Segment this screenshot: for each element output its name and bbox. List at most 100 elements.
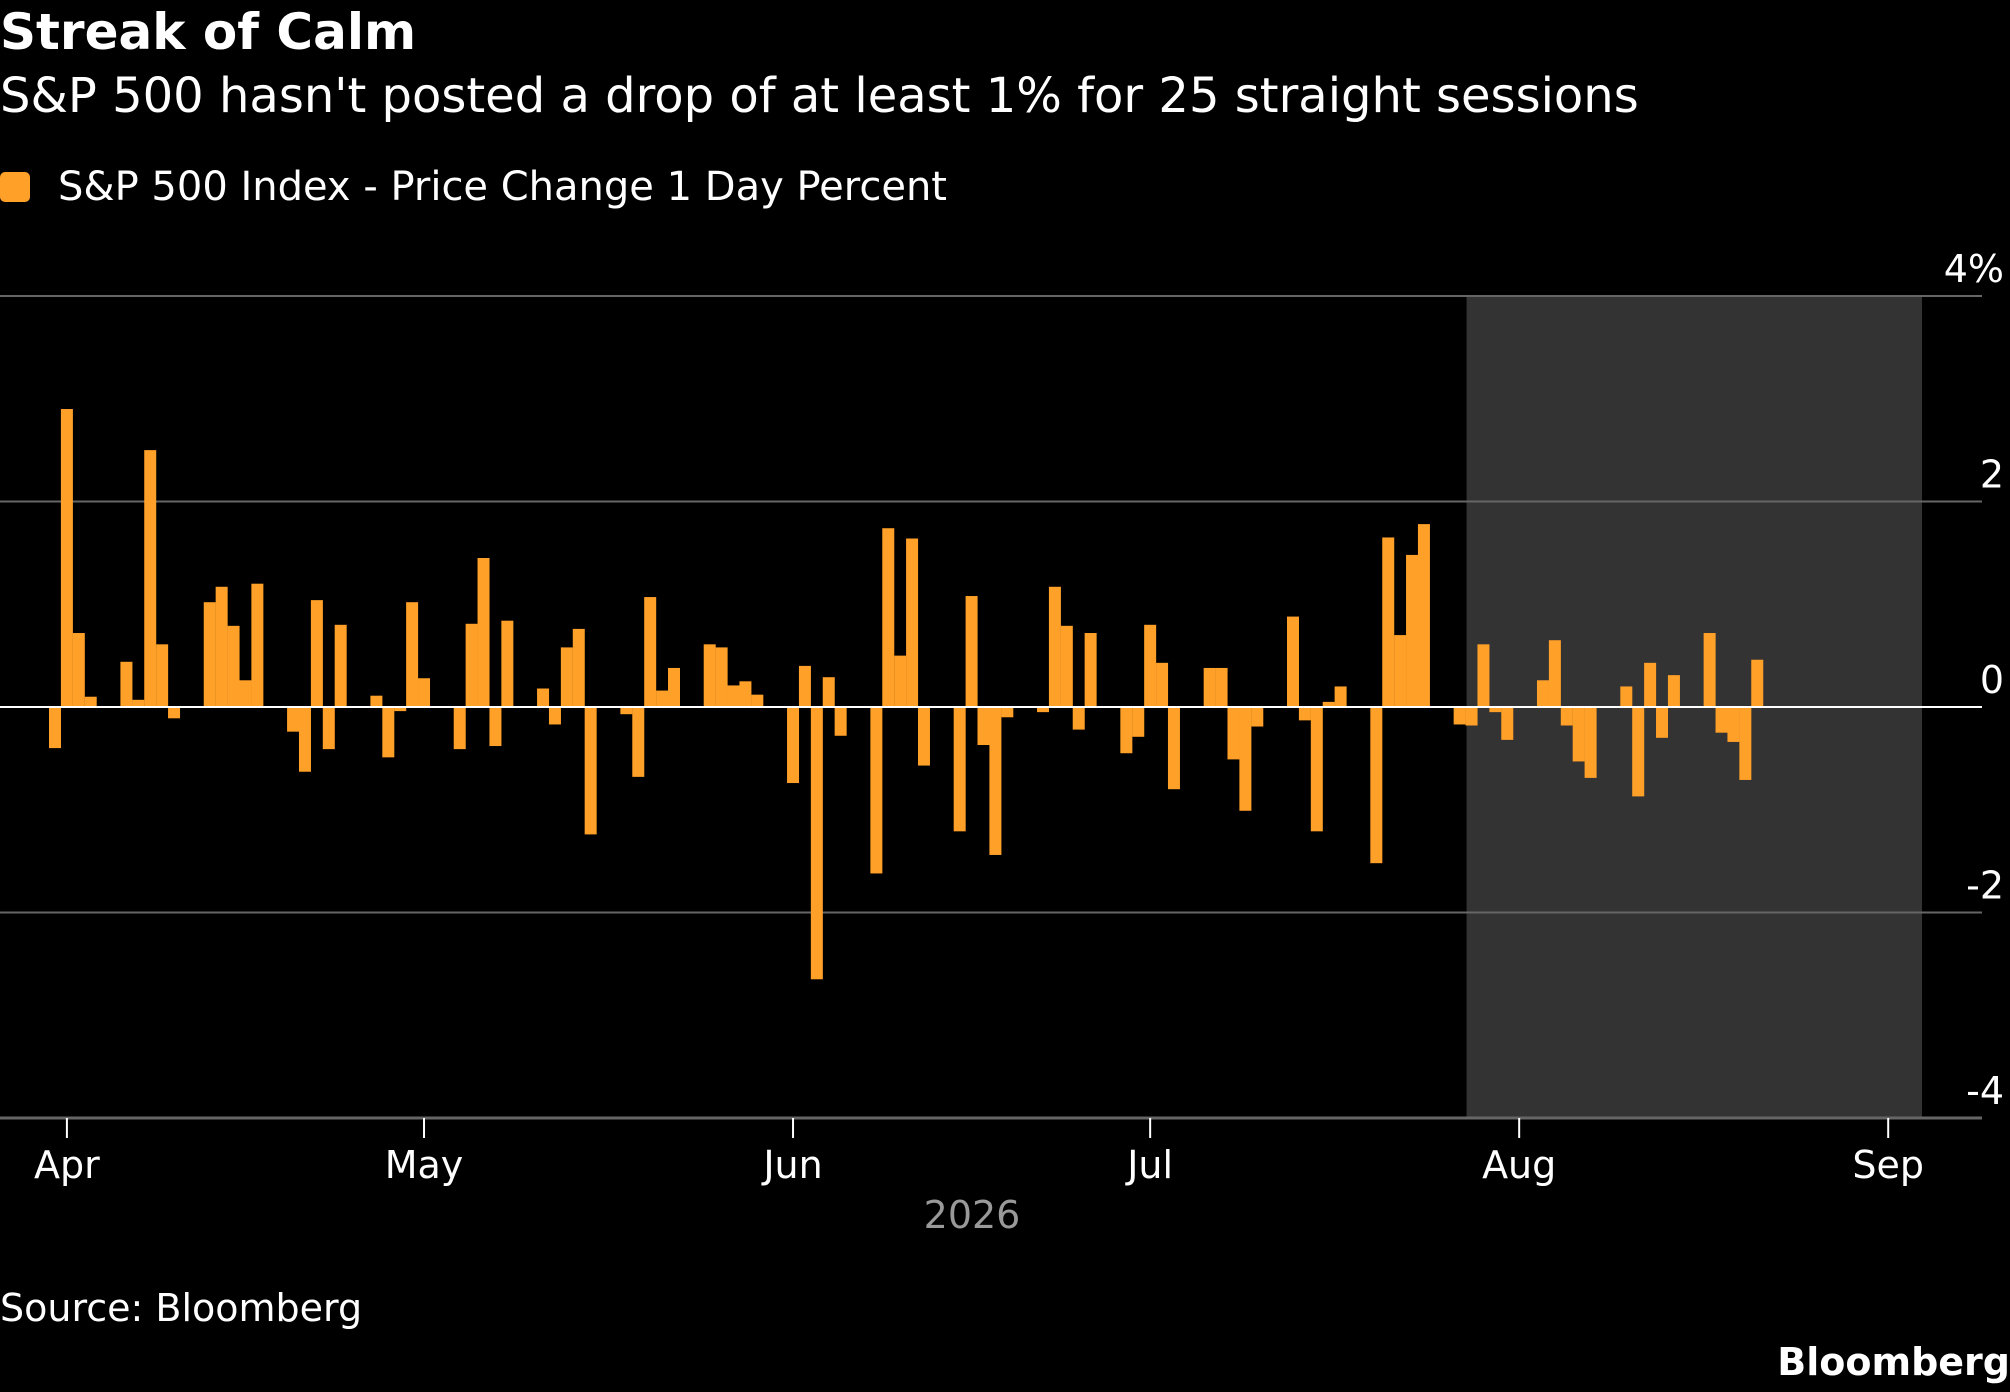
bar (1453, 707, 1466, 725)
bar (370, 695, 383, 707)
bar (310, 600, 323, 707)
bar (1132, 707, 1145, 737)
bar (810, 707, 823, 980)
axis-layer: 4% 2 0 -2 -4 Apr May Jun Jul Aug Sep 2026 (0, 247, 2004, 1237)
bar (715, 647, 728, 707)
y-tick-label: 4% (1944, 247, 2004, 291)
bar (322, 707, 335, 750)
x-tick-label: May (385, 1143, 464, 1187)
bar (1703, 633, 1716, 707)
bar (156, 644, 169, 707)
bar (965, 596, 978, 707)
bar (1417, 524, 1430, 707)
bar (394, 707, 407, 712)
bar (1656, 707, 1669, 738)
bar (501, 620, 514, 707)
bar (1287, 616, 1299, 707)
bar (1001, 707, 1014, 718)
bar (822, 677, 835, 707)
source-note: Source: Bloomberg (0, 1286, 363, 1330)
bar (1060, 625, 1073, 707)
bar (894, 655, 907, 707)
bar (1394, 635, 1407, 707)
chart-area: 4% 2 0 -2 -4 Apr May Jun Jul Aug Sep 2026 (0, 247, 2004, 1237)
bar (656, 690, 669, 707)
bar (703, 644, 716, 707)
bar (1215, 667, 1228, 707)
bar-layer (49, 409, 1764, 980)
chart-title: Streak of Calm (0, 3, 417, 61)
bar (49, 707, 61, 749)
bar (1572, 707, 1585, 762)
bar (1584, 707, 1597, 778)
bar (798, 665, 811, 707)
bar (870, 707, 883, 874)
bar (1548, 640, 1561, 707)
bar (1620, 686, 1633, 707)
bar (1406, 554, 1419, 707)
bar (1310, 707, 1323, 832)
x-tick-label: Apr (34, 1143, 100, 1187)
bar (334, 624, 347, 707)
bar (1322, 701, 1335, 707)
bar (1156, 662, 1169, 707)
bar (1560, 707, 1573, 726)
bar (1239, 707, 1252, 811)
chart-subtitle: S&P 500 hasn't posted a drop of at least… (0, 68, 1639, 124)
bar (1751, 659, 1764, 707)
bar (1298, 707, 1311, 721)
bar (144, 450, 157, 707)
x-axis-year-label: 2026 (924, 1193, 1021, 1237)
bar (60, 409, 73, 707)
bar (1167, 707, 1180, 790)
legend-label: S&P 500 Index - Price Change 1 Day Perce… (58, 164, 947, 210)
bar (1465, 707, 1478, 726)
bar (1120, 707, 1133, 754)
bar (215, 586, 228, 707)
bar (227, 625, 240, 707)
bar (298, 707, 311, 772)
bar (1667, 675, 1680, 707)
bar (882, 528, 895, 707)
bar (287, 707, 300, 732)
y-tick-label: 2 (1980, 453, 2004, 497)
bar (418, 678, 431, 707)
bloomberg-logo: Bloomberg (1777, 1340, 2010, 1384)
bar (977, 707, 990, 746)
bar (739, 681, 752, 707)
y-tick-label: -4 (1966, 1069, 2004, 1113)
y-tick-label: -2 (1966, 864, 2004, 908)
bar (572, 628, 585, 707)
bar (1644, 662, 1657, 707)
legend-swatch (0, 172, 30, 202)
bar (1203, 667, 1216, 707)
bar (584, 707, 597, 835)
x-tick-label: Jul (1125, 1143, 1173, 1187)
x-tick-label: Sep (1852, 1143, 1924, 1187)
bar (620, 707, 633, 715)
bar (72, 633, 85, 707)
bar (727, 685, 740, 707)
bar (953, 707, 966, 832)
bar (1501, 707, 1514, 740)
bar (1144, 624, 1157, 707)
bar (477, 558, 490, 707)
bar (1727, 707, 1740, 742)
bar (1251, 707, 1264, 727)
bar (1227, 707, 1240, 760)
bar (1715, 707, 1728, 733)
bar (1632, 707, 1645, 797)
bar (560, 647, 573, 707)
bar (382, 707, 395, 758)
bar (465, 623, 478, 707)
bar (406, 602, 419, 707)
bar (787, 707, 800, 784)
bar (989, 707, 1002, 855)
bar (1477, 644, 1490, 707)
bar (1048, 586, 1061, 707)
bar (644, 597, 657, 707)
bar (168, 707, 181, 719)
bar (1382, 537, 1395, 707)
bar (1739, 707, 1752, 780)
bar (251, 583, 264, 707)
